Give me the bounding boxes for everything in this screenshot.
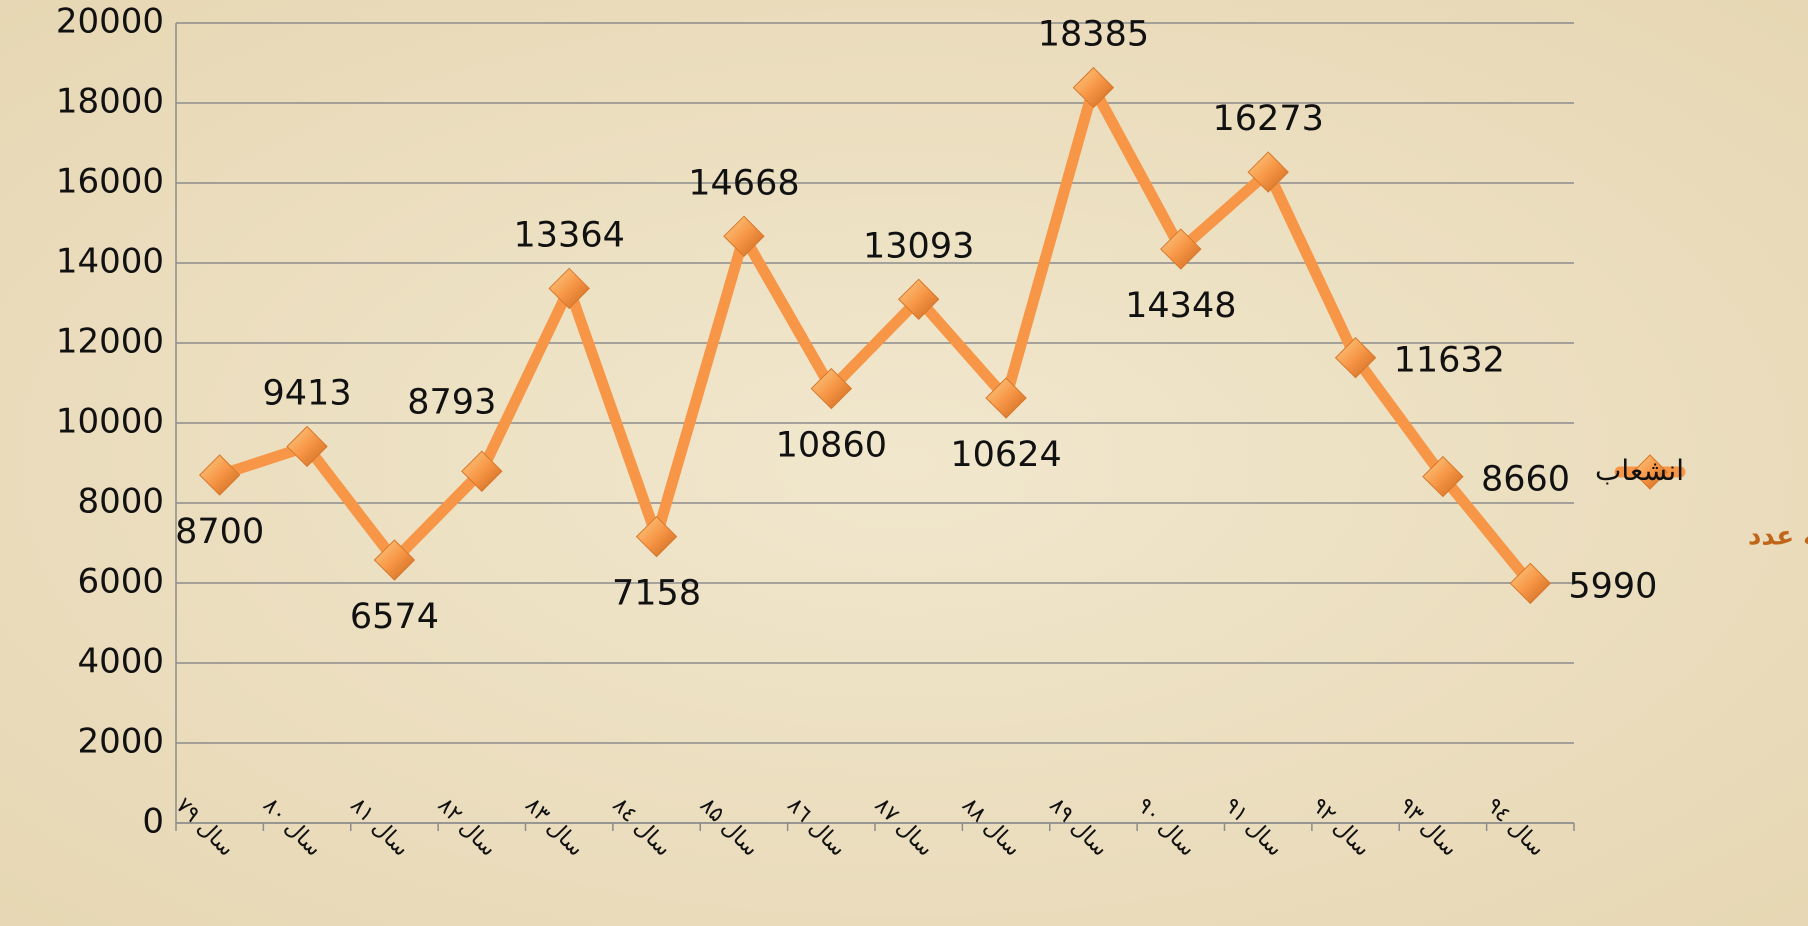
y-tick-label: 6000	[77, 562, 164, 602]
marker	[1334, 337, 1377, 379]
y-tick-label: 16000	[56, 162, 164, 202]
legend-label: انشعاب	[1595, 454, 1684, 487]
data-label: 10860	[776, 426, 887, 466]
marker	[635, 515, 678, 558]
marker	[810, 367, 853, 410]
y-tick-label: 2000	[77, 722, 164, 762]
marker	[1072, 66, 1115, 109]
legend-marker	[1632, 454, 1668, 490]
data-label: 18385	[1038, 15, 1149, 55]
marker	[1422, 455, 1464, 498]
data-label: 16273	[1213, 99, 1324, 139]
data-label: 8660	[1481, 460, 1570, 500]
data-label: 8793	[407, 382, 496, 422]
marker	[1247, 151, 1289, 193]
y-tick-label: 14000	[56, 242, 164, 282]
marker	[1160, 228, 1202, 270]
marker	[985, 377, 1027, 419]
marker	[461, 450, 503, 492]
marker	[723, 215, 765, 257]
data-label: 14348	[1125, 286, 1236, 326]
annotation: به عدد	[1748, 522, 1808, 552]
y-tick-label: 4000	[77, 642, 164, 682]
marker	[897, 278, 940, 320]
y-tick-label: 20000	[56, 2, 164, 42]
y-tick-label: 12000	[56, 322, 164, 362]
marker	[286, 425, 328, 468]
data-label: 10624	[950, 435, 1061, 475]
series-line	[217, 82, 1535, 587]
marker	[548, 267, 590, 310]
data-label: 13364	[514, 215, 625, 255]
data-label: 13093	[863, 226, 974, 266]
data-label: 5990	[1568, 566, 1657, 606]
marker	[198, 454, 241, 496]
y-tick-label: 8000	[77, 482, 164, 522]
data-label: 11632	[1394, 341, 1505, 381]
marker	[373, 539, 416, 581]
data-label: 14668	[688, 163, 799, 203]
y-tick-label: 18000	[56, 82, 164, 122]
marker	[1509, 562, 1552, 605]
data-label: 9413	[263, 373, 352, 413]
data-label: 8700	[175, 512, 264, 552]
data-label: 6574	[350, 597, 439, 637]
y-tick-label: 0	[142, 802, 164, 842]
y-tick-label: 10000	[56, 402, 164, 442]
data-label: 7158	[612, 574, 701, 614]
